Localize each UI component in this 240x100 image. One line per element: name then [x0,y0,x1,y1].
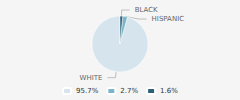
svg-text:HISPANIC: HISPANIC [152,15,185,23]
svg-text:1.6%: 1.6% [160,87,178,95]
svg-text:BLACK: BLACK [135,6,158,14]
svg-text:WHITE: WHITE [79,74,102,82]
svg-text:2.7%: 2.7% [120,87,138,95]
svg-text:95.7%: 95.7% [76,87,99,95]
